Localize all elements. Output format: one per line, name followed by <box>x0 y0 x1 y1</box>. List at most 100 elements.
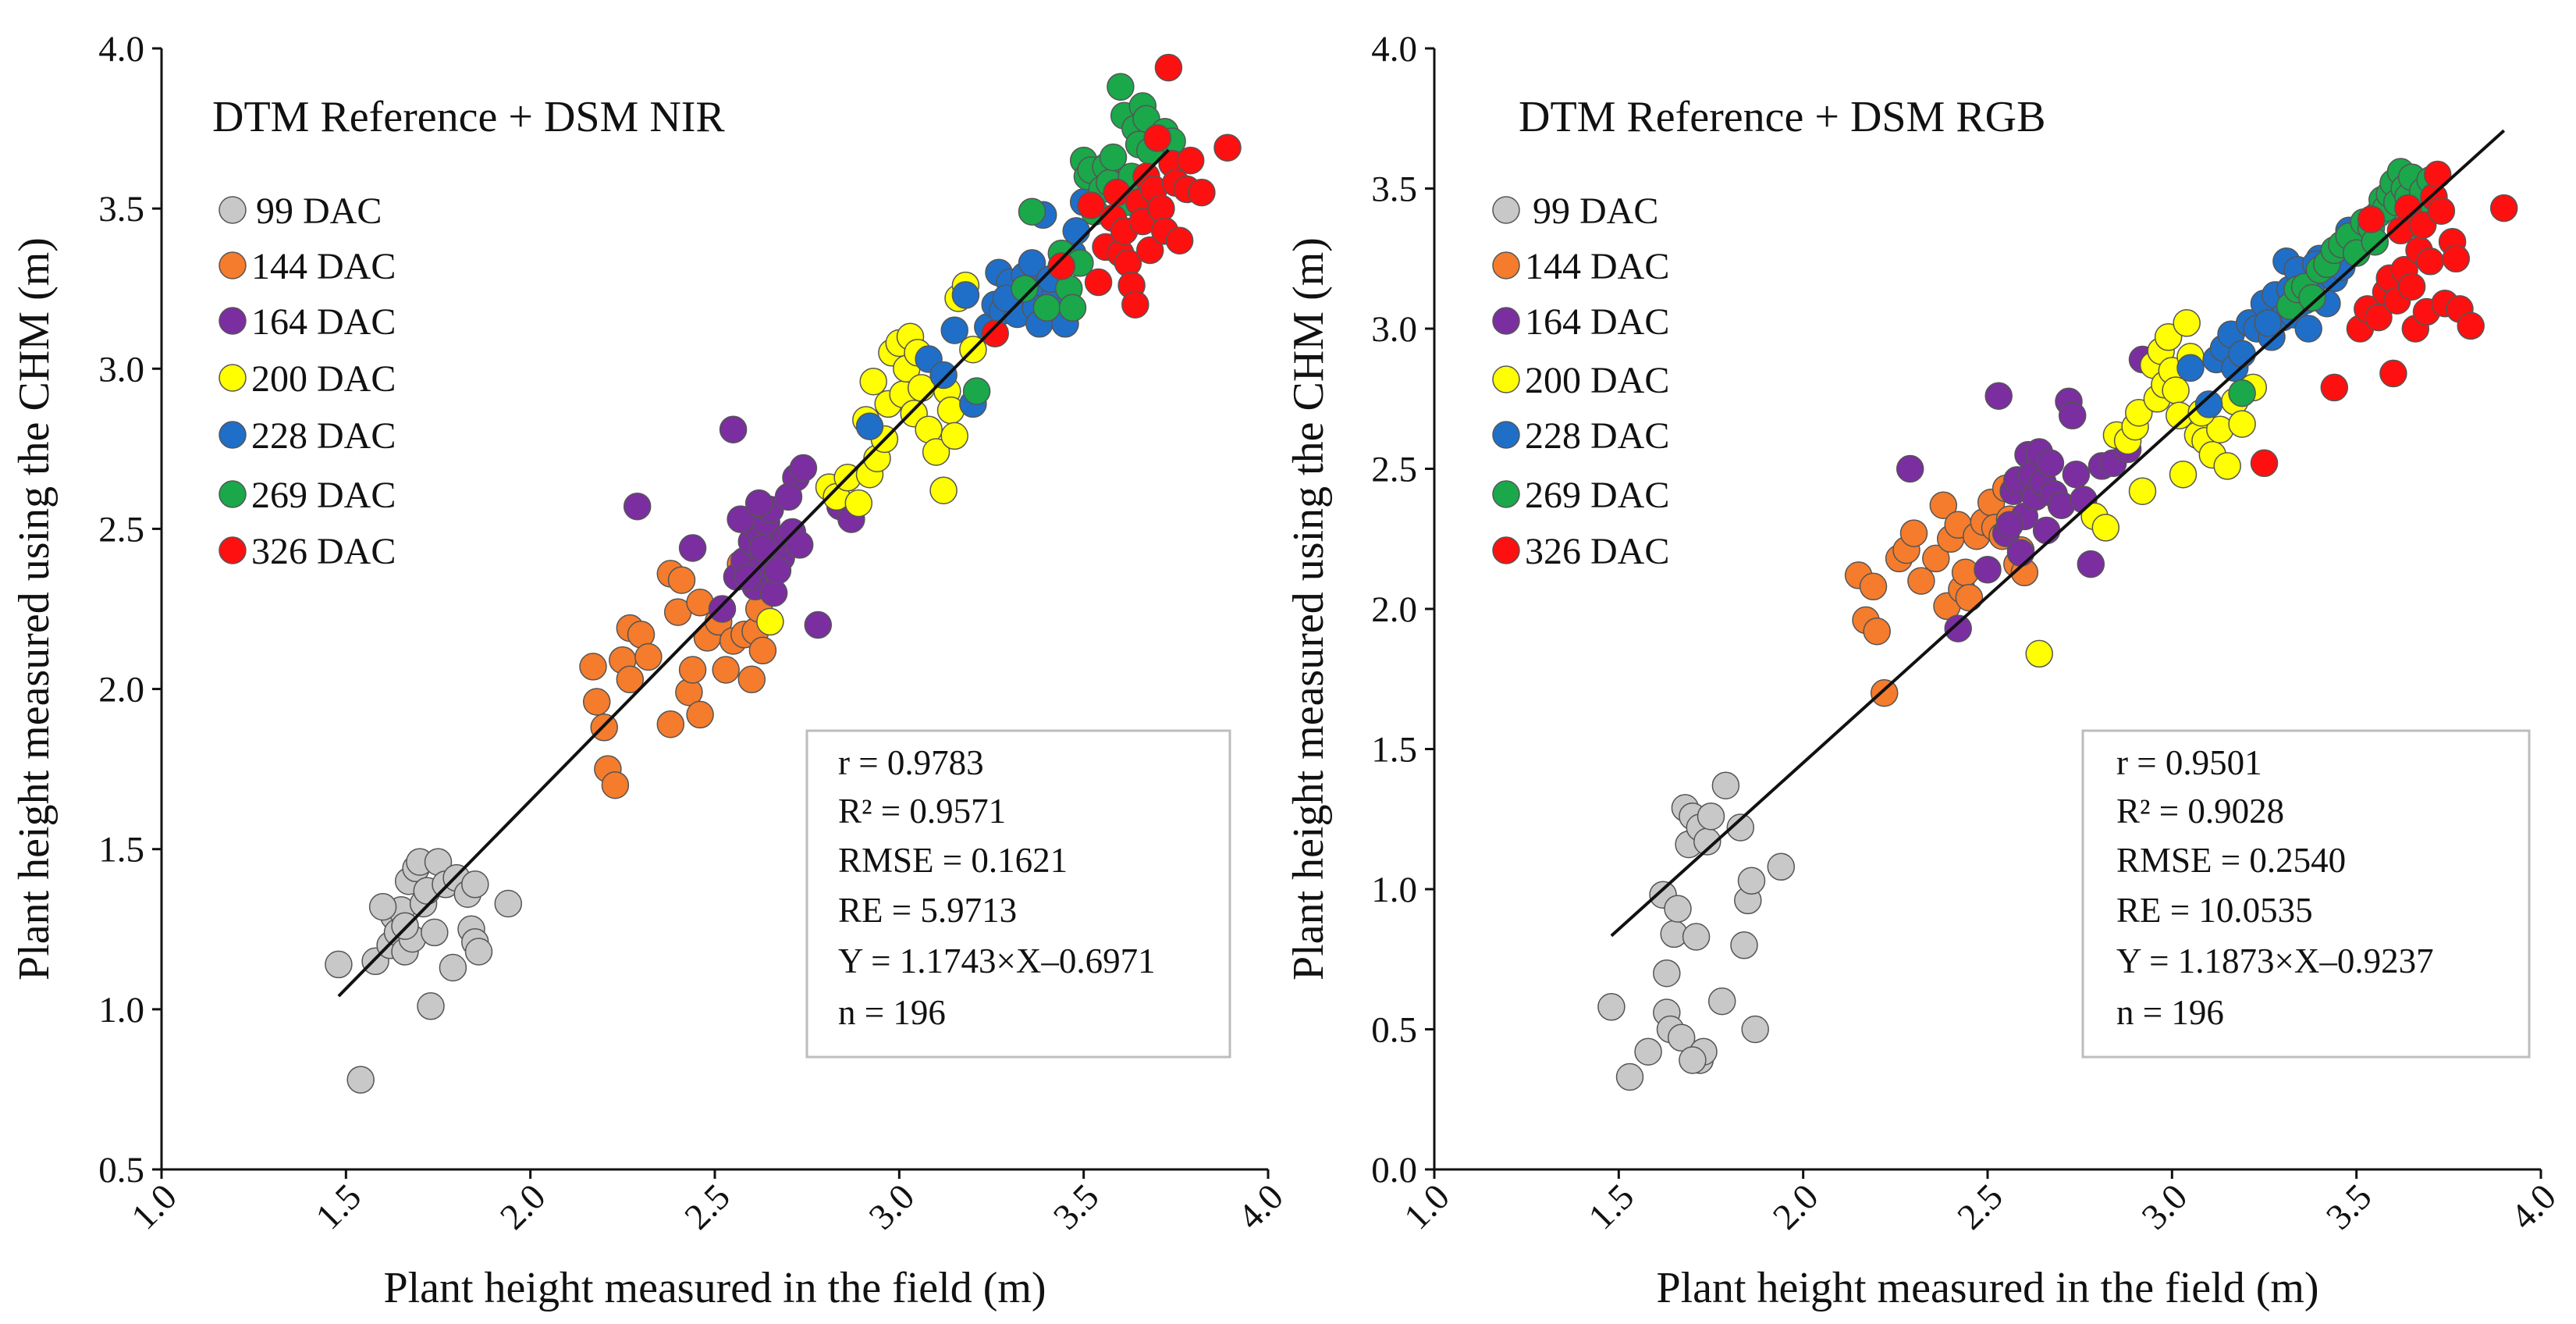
data-point-99-dac <box>1597 993 1626 1021</box>
data-point-144-dac <box>737 665 766 694</box>
data-point-164-dac <box>748 534 777 562</box>
legend-label-200: 200 DAC <box>1525 360 1669 401</box>
y-axis-title-nir: Plant height measured using the CHM (m) <box>10 237 59 981</box>
stat-r2-nir: R² = 0.9571 <box>838 792 1006 831</box>
data-point-200-dac <box>844 489 873 518</box>
data-point-269-dac <box>1032 294 1061 322</box>
x-tick-label: 2.0 <box>1765 1176 1826 1237</box>
data-point-326-dac <box>2427 197 2456 225</box>
data-point-144-dac <box>1863 617 1891 646</box>
data-point-326-dac <box>2423 160 2452 189</box>
x-axis-title-nir: Plant height measured in the field (m) <box>383 1264 1046 1312</box>
legend-label-200: 200 DAC <box>251 358 396 400</box>
data-point-164-dac <box>2036 449 2065 478</box>
legend-label-144: 144 DAC <box>1525 246 1669 287</box>
data-point-269-dac <box>1058 294 1087 322</box>
chart-panel-nir: 1.0 1.5 2.0 2.5 3.0 3.5 4.00.51.01.52.02.53.03… <box>10 29 1292 1312</box>
data-point-144-dac <box>748 636 777 665</box>
data-point-99-dac <box>391 912 419 940</box>
data-point-164-dac <box>1995 511 2024 539</box>
data-point-228-dac <box>2176 354 2205 383</box>
data-point-228-dac <box>2194 390 2223 418</box>
data-point-99-dac <box>1679 1046 1707 1074</box>
data-point-99-dac <box>1634 1037 1662 1066</box>
x-tick-label: 3.5 <box>2318 1176 2379 1237</box>
data-point-269-dac <box>962 377 991 405</box>
data-point-99-dac <box>1615 1062 1644 1091</box>
x-tick-label: 2.5 <box>677 1176 737 1237</box>
stat-rmse-nir: RMSE = 0.1621 <box>838 841 1068 880</box>
data-point-326-dac <box>1176 146 1205 175</box>
data-point-326-dac <box>1143 124 1171 152</box>
data-point-200-dac <box>859 367 887 396</box>
y-tick-label: 0.0 <box>1371 1150 1417 1191</box>
data-point-200-dac <box>929 476 958 504</box>
data-point-99-dac <box>1730 931 1758 959</box>
data-point-164-dac <box>744 489 773 518</box>
legend-label-99: 99 DAC <box>1533 190 1658 232</box>
legend-swatch-164 <box>219 307 247 335</box>
data-point-269-dac <box>2228 379 2256 408</box>
legend-label-99: 99 DAC <box>256 190 382 232</box>
x-tick-label: 3.5 <box>1046 1176 1107 1237</box>
data-point-164-dac <box>2006 539 2035 567</box>
legend-label-164: 164 DAC <box>1525 301 1669 343</box>
data-point-144-dac <box>579 653 607 681</box>
data-point-269-dac <box>1099 143 1128 172</box>
chart-panel-rgb: 1.0 1.5 2.0 2.5 3.0 3.5 4.00.00.51.01.52.02.53… <box>1284 29 2564 1312</box>
legend-swatch-269 <box>219 480 247 508</box>
data-point-200-dac <box>2173 309 2201 337</box>
data-point-326-dac <box>1135 236 1164 265</box>
data-point-164-dac <box>763 557 792 585</box>
y-tick-label: 3.0 <box>98 349 144 390</box>
data-point-326-dac <box>2457 311 2485 340</box>
legend-swatch-200 <box>219 364 247 392</box>
data-point-164-dac <box>1896 454 1924 483</box>
data-point-200-dac <box>940 422 968 450</box>
data-point-99-dac <box>1667 1023 1696 1052</box>
legend-swatch-228 <box>219 421 247 449</box>
data-point-326-dac <box>2489 194 2518 222</box>
legend-swatch-144 <box>1492 251 1520 279</box>
stat-r2-rgb: R² = 0.9028 <box>2116 792 2284 831</box>
data-point-99-dac <box>417 992 445 1020</box>
legend-label-269: 269 DAC <box>251 475 396 516</box>
data-point-326-dac <box>2365 303 2393 332</box>
legend-swatch-144 <box>219 251 247 279</box>
y-tick-label: 1.5 <box>98 830 144 870</box>
data-point-144-dac <box>601 771 630 799</box>
data-point-144-dac <box>712 656 740 684</box>
data-point-164-dac <box>789 454 818 482</box>
legend-swatch-99 <box>219 196 247 224</box>
legend-nir: 99 DAC 144 DAC 164 DAC 200 DAC 228 DAC 2… <box>219 190 396 572</box>
data-point-326-dac <box>2250 449 2279 478</box>
data-point-164-dac <box>2077 550 2105 578</box>
stat-re-nir: RE = 5.9713 <box>838 891 1017 930</box>
data-point-164-dac <box>1944 614 1972 642</box>
data-point-326-dac <box>2397 272 2426 301</box>
data-point-144-dac <box>1922 544 1950 573</box>
data-point-164-dac <box>785 531 814 559</box>
data-point-99-dac <box>1697 802 1725 831</box>
legend-label-326: 326 DAC <box>251 531 396 572</box>
stat-n-nir: n = 196 <box>838 993 946 1032</box>
y-tick-label: 1.0 <box>1371 870 1417 910</box>
data-point-99-dac <box>461 870 489 899</box>
data-point-99-dac <box>1707 987 1736 1016</box>
data-point-269-dac <box>1018 198 1046 226</box>
data-point-144-dac <box>678 656 707 684</box>
data-point-164-dac <box>1974 555 2002 584</box>
legend-label-228: 228 DAC <box>1525 415 1669 457</box>
data-point-144-dac <box>1955 583 1984 612</box>
data-point-99-dac <box>421 918 449 947</box>
data-point-269-dac <box>1011 274 1039 303</box>
data-point-99-dac <box>1737 867 1766 895</box>
legend-swatch-269 <box>1492 480 1520 508</box>
legend-swatch-99 <box>1492 196 1520 224</box>
y-tick-label: 1.0 <box>98 990 144 1030</box>
data-point-164-dac <box>678 534 707 562</box>
stat-equation-nir: Y = 1.1743×X–0.6971 <box>838 941 1156 981</box>
legend-label-164: 164 DAC <box>251 301 396 343</box>
y-tick-label: 0.5 <box>98 1150 144 1191</box>
legend-rgb: 99 DAC 144 DAC 164 DAC 200 DAC 228 DAC 2… <box>1492 190 1669 572</box>
